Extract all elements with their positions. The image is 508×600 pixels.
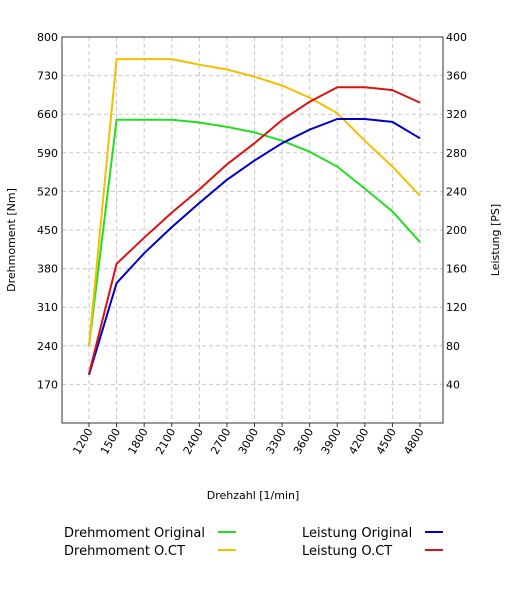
grid	[62, 36, 443, 423]
y-left-tick-label: 800	[37, 31, 58, 44]
legend: Drehmoment Original Drehmoment O.CT Leis…	[64, 526, 443, 559]
x-axis-title: Drehzahl [1/min]	[207, 489, 300, 502]
y-left-tick-label: 660	[37, 108, 58, 121]
x-tick-label: 3300	[263, 426, 288, 457]
legend-label-leistung-oct: Leistung O.CT	[302, 544, 392, 559]
y-right-tick-label: 200	[446, 224, 467, 237]
y-right-tick-label: 120	[446, 301, 467, 314]
series-lines	[88, 58, 421, 376]
y-left-tick-label: 380	[37, 263, 58, 276]
x-tick-label: 1500	[98, 426, 123, 457]
x-tick-label: 3000	[236, 426, 261, 457]
y-left-tick-label: 310	[37, 301, 58, 314]
x-tick-label: 1200	[70, 426, 95, 457]
y-left-tick-label: 170	[37, 378, 58, 391]
x-tick-label: 2100	[153, 426, 178, 457]
y-right-tick-label: 360	[446, 70, 467, 83]
y-right-tick-label: 280	[446, 147, 467, 160]
x-tick-label: 4500	[374, 426, 399, 457]
y-right-tick-label: 320	[446, 108, 467, 121]
y-left-tick-label: 520	[37, 185, 58, 198]
x-tick-label: 4800	[401, 426, 426, 457]
x-tick-label: 2700	[208, 426, 233, 457]
series-line-leistung-o-ct	[88, 86, 421, 375]
y-right-tick-label: 80	[446, 340, 460, 353]
legend-label-drehmoment-original: Drehmoment Original	[64, 526, 205, 541]
y-left-tick-label: 590	[37, 147, 58, 160]
x-tick-label: 1800	[126, 426, 151, 457]
x-tick-label: 2400	[181, 426, 206, 457]
y-right-tick-label: 240	[446, 185, 467, 198]
y-right-tick-label: 40	[446, 378, 460, 391]
x-tick-label: 3900	[319, 426, 344, 457]
series-line-drehmoment-original	[88, 118, 421, 346]
plot-frame	[61, 36, 444, 424]
y-left-tick-label: 240	[37, 340, 58, 353]
y-right-tick-label: 160	[446, 263, 467, 276]
legend-label-leistung-original: Leistung Original	[302, 526, 412, 541]
series-line-leistung-original	[88, 118, 421, 376]
y-axis-left-title: Drehmoment [Nm]	[5, 188, 18, 292]
axis-ticks: 1200 1500 1800 2100 2400 2700 3000 3300 3600 3900…	[37, 31, 467, 457]
y-left-tick-label: 730	[37, 70, 58, 83]
y-axis-right-title: Leistung [PS]	[489, 204, 502, 276]
legend-label-drehmoment-oct: Drehmoment O.CT	[64, 544, 185, 559]
y-right-tick-label: 400	[446, 31, 467, 44]
x-tick-label: 4200	[346, 426, 371, 457]
y-left-tick-label: 450	[37, 224, 58, 237]
x-tick-label: 3600	[291, 426, 316, 457]
series-line-drehmoment-o-ct	[88, 58, 421, 346]
